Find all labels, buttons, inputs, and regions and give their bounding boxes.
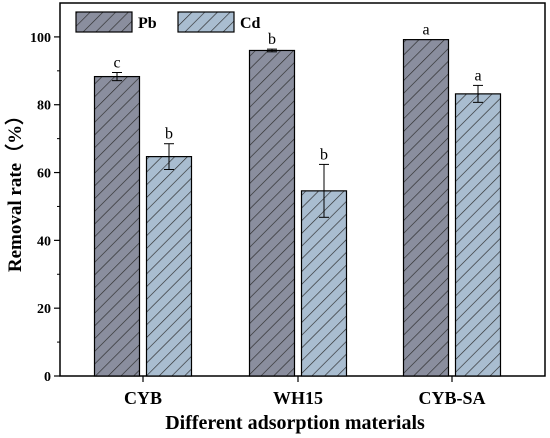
significance-letter-cd-cyb-sa: a [474,67,481,84]
legend-swatch-pb [75,11,133,33]
bar-pb-wh15 [248,49,296,377]
bar-cd-cyb [145,156,193,377]
x-tick-label-cyb-sa: CYB-SA [418,388,485,408]
bar-pb-cyb-sa [402,39,450,377]
bar-pb-cyb [93,75,141,377]
y-tick-label-80: 80 [37,99,51,114]
x-axis-label: Different adsorption materials [165,412,425,434]
legend-label-cd: Cd [240,15,261,32]
y-tick-label-20: 20 [37,302,51,317]
legend-swatch-cd [177,11,235,33]
bar-cd-wh15 [300,190,348,377]
bar-cd-cyb-sa [454,93,502,377]
significance-letter-pb-wh15: b [268,31,276,48]
significance-letters-group: c b b b a a [113,22,481,164]
y-tick-label-100: 100 [30,31,51,46]
legend: Pb Cd [75,11,261,33]
significance-letter-cd-wh15: b [320,146,328,163]
significance-letter-pb-cyb: c [113,55,120,72]
y-axis-label: Removal rate（%） [3,106,26,272]
y-tick-label-0: 0 [44,370,51,385]
significance-letter-pb-cyb-sa: a [422,22,429,39]
significance-letter-cd-cyb: b [165,126,173,143]
y-tick-label-60: 60 [37,167,51,182]
y-axis: 0 20 40 60 80 100 [30,31,60,385]
error-bars-group [112,48,483,218]
legend-label-pb: Pb [138,15,157,32]
bars-group [93,39,502,377]
x-axis: CYB WH15 CYB-SA [124,376,486,408]
x-tick-label-wh15: WH15 [273,388,323,408]
x-tick-label-cyb: CYB [124,388,162,408]
y-tick-label-40: 40 [37,234,51,249]
